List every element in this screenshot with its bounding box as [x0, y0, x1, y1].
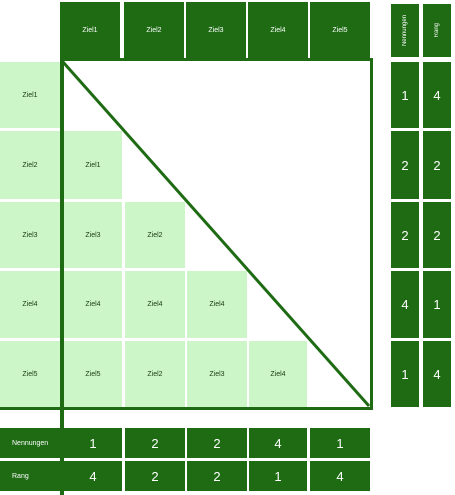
- comparison-label: Ziel5: [85, 370, 101, 378]
- comparison-label: Ziel4: [85, 301, 101, 308]
- bottom-rang-value: 4: [64, 461, 122, 491]
- comparison-cell[interactable]: Ziel1: [64, 131, 122, 199]
- column-header-ziel1: Ziel1: [60, 2, 120, 59]
- row-header-label: Ziel5: [22, 370, 38, 378]
- column-header-label: Ziel3: [208, 27, 224, 34]
- value-label: 4: [433, 366, 441, 382]
- column-header-label: Ziel2: [146, 27, 162, 34]
- value-label: 1: [401, 87, 409, 103]
- value-label: 2: [401, 227, 409, 243]
- row-header-label: Ziel4: [22, 301, 38, 308]
- bottom-rang-value: 2: [125, 461, 185, 491]
- bottom-label-rang: Rang: [0, 461, 60, 491]
- value-label: 1: [336, 435, 344, 451]
- comparison-cell[interactable]: Ziel5: [64, 341, 122, 407]
- matrix-top-border: [60, 58, 373, 61]
- comparison-label: Ziel4: [209, 301, 225, 308]
- row-header-ziel1: Ziel1: [0, 62, 60, 128]
- column-header-ziel5: Ziel5: [310, 2, 370, 59]
- column-header-ziel4: Ziel4: [248, 2, 308, 59]
- matrix-left-border: [60, 59, 64, 495]
- row-header-ziel5: Ziel5: [0, 341, 60, 407]
- comparison-label: Ziel4: [270, 370, 286, 378]
- bottom-nennungen-value: 1: [310, 428, 370, 458]
- row-header-label: Ziel1: [22, 91, 38, 99]
- right-header-nennungen: Nennungen: [391, 4, 419, 57]
- value-label: 2: [433, 157, 441, 173]
- comparison-cell[interactable]: Ziel4: [125, 271, 185, 338]
- value-label: 4: [433, 87, 441, 103]
- comparison-label: Ziel3: [209, 370, 225, 378]
- comparison-cell[interactable]: Ziel2: [125, 341, 185, 407]
- value-label: 2: [213, 435, 221, 451]
- comparison-cell[interactable]: Ziel2: [125, 202, 185, 268]
- comparison-label: Ziel3: [85, 231, 101, 239]
- value-label: 4: [274, 435, 282, 451]
- row-header-ziel2: Ziel2: [0, 131, 60, 199]
- comparison-label: Ziel2: [147, 370, 163, 378]
- bottom-nennungen-value: 4: [249, 428, 307, 458]
- right-nennungen-value: 1: [391, 62, 419, 128]
- right-rang-value: 4: [423, 341, 451, 407]
- row-header-ziel3: Ziel3: [0, 202, 60, 268]
- bottom-nennungen-value: 2: [125, 428, 185, 458]
- bottom-nennungen-value: 1: [64, 428, 122, 458]
- right-header-rang: Rang: [423, 4, 451, 57]
- comparison-label: Ziel1: [85, 161, 101, 169]
- bottom-label-text: Nennungen: [12, 439, 49, 447]
- column-header-label: Ziel5: [332, 27, 348, 34]
- row-header-ziel4: Ziel4: [0, 271, 60, 338]
- comparison-cell[interactable]: Ziel4: [64, 271, 122, 338]
- comparison-cell[interactable]: Ziel4: [187, 271, 247, 338]
- bottom-rang-value: 1: [249, 461, 307, 491]
- right-nennungen-value: 1: [391, 341, 419, 407]
- row-header-label: Ziel3: [22, 231, 38, 239]
- right-rang-value: 4: [423, 62, 451, 128]
- value-label: 1: [401, 366, 409, 382]
- bottom-rang-value: 4: [310, 461, 370, 491]
- value-label: 4: [89, 468, 97, 484]
- right-rang-value: 2: [423, 202, 451, 268]
- value-label: 2: [401, 157, 409, 173]
- value-label: 4: [336, 468, 344, 484]
- comparison-label: Ziel2: [147, 231, 163, 239]
- value-label: 4: [401, 297, 409, 312]
- column-header-ziel2: Ziel2: [124, 2, 184, 59]
- column-header-label: Ziel4: [270, 27, 286, 34]
- comparison-cell[interactable]: Ziel3: [187, 341, 247, 407]
- value-label: 2: [433, 227, 441, 243]
- right-rang-value: 2: [423, 131, 451, 199]
- value-label: 2: [151, 435, 159, 451]
- column-header-ziel3: Ziel3: [186, 2, 246, 59]
- comparison-cell[interactable]: Ziel4: [249, 341, 307, 407]
- matrix-right-border: [370, 59, 373, 410]
- value-label: 1: [274, 468, 282, 484]
- comparison-label: Ziel4: [147, 301, 163, 308]
- comparison-cell[interactable]: Ziel3: [64, 202, 122, 268]
- bottom-label-nennungen: Nennungen: [0, 428, 60, 458]
- value-label: 2: [213, 468, 221, 484]
- row-header-label: Ziel2: [22, 161, 38, 169]
- value-label: 1: [433, 297, 441, 312]
- bottom-rang-value: 2: [187, 461, 247, 491]
- right-rang-value: 1: [423, 271, 451, 338]
- right-nennungen-value: 4: [391, 271, 419, 338]
- bottom-nennungen-value: 2: [187, 428, 247, 458]
- right-nennungen-value: 2: [391, 202, 419, 268]
- bottom-label-text: Rang: [12, 472, 29, 480]
- column-header-label: Ziel1: [82, 27, 98, 34]
- right-nennungen-value: 2: [391, 131, 419, 199]
- value-label: 2: [151, 468, 159, 484]
- matrix-bottom-border: [0, 407, 373, 410]
- value-label: 1: [89, 435, 97, 451]
